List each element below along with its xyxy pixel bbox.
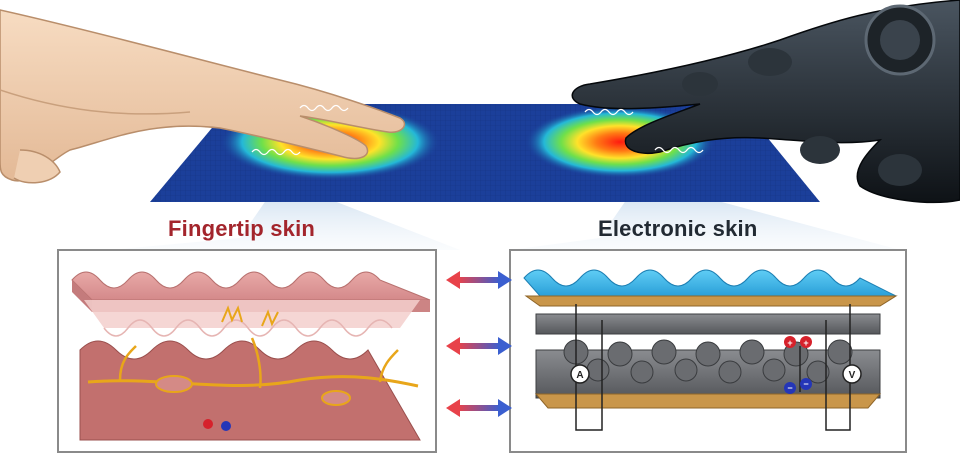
svg-text:−: − bbox=[787, 383, 792, 393]
human-hand bbox=[0, 9, 406, 184]
arrow-middle bbox=[446, 337, 512, 355]
svg-text:+: + bbox=[787, 338, 792, 348]
ammeter-icon: A bbox=[570, 364, 590, 384]
electronic-skin-label: Electronic skin bbox=[598, 216, 758, 241]
correspondence-arrows bbox=[446, 271, 512, 417]
positive-charge-icon: + + bbox=[784, 336, 812, 348]
svg-text:−: − bbox=[803, 379, 808, 389]
svg-text:+: + bbox=[803, 338, 808, 348]
fingertip-layers bbox=[71, 271, 431, 441]
voltmeter-icon: V bbox=[842, 364, 862, 384]
negative-charge-icon: − − bbox=[784, 378, 812, 394]
fingertip-skin-label: Fingertip skin bbox=[168, 216, 316, 241]
arrow-top bbox=[446, 271, 512, 289]
tactile-signals bbox=[251, 104, 704, 156]
electronic-layers bbox=[523, 269, 898, 431]
svg-text:A: A bbox=[576, 370, 583, 381]
svg-text:V: V bbox=[849, 370, 856, 381]
arrow-bottom bbox=[446, 399, 512, 417]
robot-hand bbox=[571, 0, 960, 204]
projection-beams bbox=[110, 180, 900, 250]
